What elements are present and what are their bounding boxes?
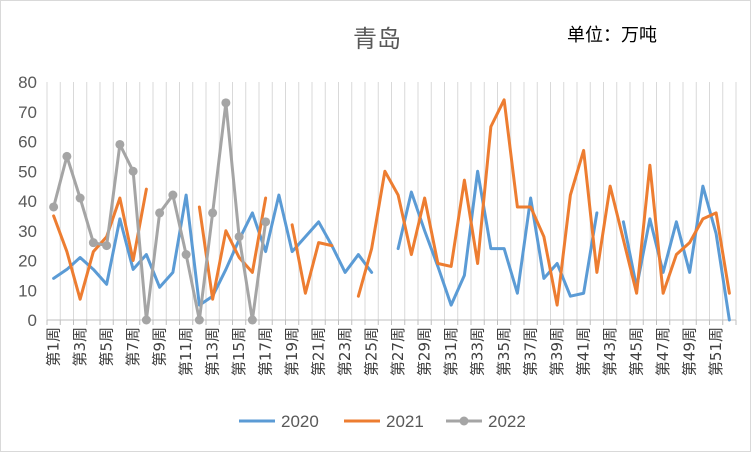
x-tick-label: 第43周 <box>601 327 619 376</box>
y-tick-label: 0 <box>28 311 37 330</box>
series-lines <box>49 98 731 325</box>
series-2022-point <box>88 238 98 248</box>
series-2022-point <box>234 232 244 242</box>
x-tick-label: 第35周 <box>495 327 513 376</box>
x-tick-label: 第1周 <box>45 327 63 367</box>
x-tick-label: 第17周 <box>257 327 275 376</box>
x-tick-label: 第5周 <box>98 327 116 367</box>
series-2022-point <box>194 315 204 325</box>
series-2022-point <box>261 217 271 227</box>
x-tick-label: 第19周 <box>283 327 301 376</box>
series-2022-point <box>75 193 85 203</box>
y-tick-label: 60 <box>18 133 37 152</box>
x-tick-label: 第13周 <box>204 327 222 376</box>
x-tick-label: 第37周 <box>522 327 540 376</box>
x-tick-label: 第47周 <box>654 327 672 376</box>
y-tick-label: 80 <box>18 73 37 92</box>
x-tick-label: 第45周 <box>628 327 646 376</box>
x-tick-label: 第31周 <box>442 327 460 376</box>
legend-2022-label: 2022 <box>488 412 526 431</box>
series-2022-point <box>141 315 151 325</box>
series-2022-point <box>247 315 257 325</box>
x-tick-label: 第9周 <box>151 327 169 367</box>
x-tick-label: 第39周 <box>548 327 566 376</box>
x-tick-label: 第25周 <box>363 327 381 376</box>
x-tick-label: 第29周 <box>416 327 434 376</box>
x-tick-label: 第15周 <box>230 327 248 376</box>
series-2022-point <box>155 208 165 218</box>
x-tick-label: 第3周 <box>71 327 89 367</box>
series-2022-point <box>208 208 218 218</box>
x-tick-label: 第33周 <box>469 327 487 376</box>
series-2022-point <box>102 241 112 251</box>
series-2022-point <box>221 98 231 108</box>
unit-label: 单位：万吨 <box>567 25 657 46</box>
x-axis <box>46 319 737 325</box>
x-tick-label: 第11周 <box>177 327 195 376</box>
series-2022-point <box>49 202 59 212</box>
x-tick-label: 第23周 <box>336 327 354 376</box>
x-tick-label: 第49周 <box>681 327 699 376</box>
y-axis-ticks: 0 10 20 30 40 50 60 70 80 <box>18 73 37 330</box>
legend-2021-label: 2021 <box>386 412 424 431</box>
series-2022-point <box>62 151 72 161</box>
series-2022-point <box>128 166 138 176</box>
x-tick-label: 第27周 <box>389 327 407 376</box>
legend-2020-label: 2020 <box>281 412 319 431</box>
series-2022-point <box>168 190 178 200</box>
x-tick-label: 第41周 <box>575 327 593 376</box>
legend-2022-marker <box>459 416 469 426</box>
y-tick-label: 10 <box>18 281 37 300</box>
legend: 2020 2021 2022 <box>239 412 526 431</box>
x-tick-label: 第21周 <box>310 327 328 376</box>
x-tick-label: 第7周 <box>124 327 142 367</box>
series-2022-point <box>115 139 125 149</box>
chart-title: 青岛 <box>353 25 401 53</box>
y-tick-label: 70 <box>18 103 37 122</box>
y-tick-label: 30 <box>18 222 37 241</box>
y-tick-label: 40 <box>18 192 37 211</box>
x-tick-label: 第51周 <box>707 327 725 376</box>
x-axis-ticks: 第1周 第3周 第5周 第7周 第9周 第11周 第13周 第15周 第17周 第19周 第21周第… <box>45 327 726 376</box>
series-2022-point <box>181 250 191 260</box>
y-tick-label: 20 <box>18 252 37 271</box>
y-tick-label: 50 <box>18 162 37 181</box>
